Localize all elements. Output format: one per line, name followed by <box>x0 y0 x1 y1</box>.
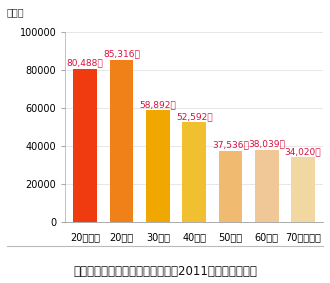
Text: 37,536件: 37,536件 <box>212 141 249 150</box>
Text: 34,020件: 34,020件 <box>285 147 321 156</box>
Bar <box>219 151 242 222</box>
Text: 58,892件: 58,892件 <box>140 100 176 109</box>
Text: 52,592件: 52,592件 <box>176 112 213 121</box>
Bar <box>182 122 206 222</box>
Bar <box>74 69 97 222</box>
Text: 85,316件: 85,316件 <box>103 50 140 59</box>
Text: 80,488件: 80,488件 <box>67 59 104 68</box>
Bar <box>255 150 279 222</box>
Text: 年齢層別　女性の犯罪被害件数（2011年警察庁調べ）: 年齢層別 女性の犯罪被害件数（2011年警察庁調べ） <box>73 265 257 278</box>
Bar <box>110 60 133 222</box>
Text: 38,039件: 38,039件 <box>248 140 285 149</box>
Bar <box>291 157 315 222</box>
Text: （件）: （件） <box>7 7 24 17</box>
Bar <box>146 110 170 222</box>
